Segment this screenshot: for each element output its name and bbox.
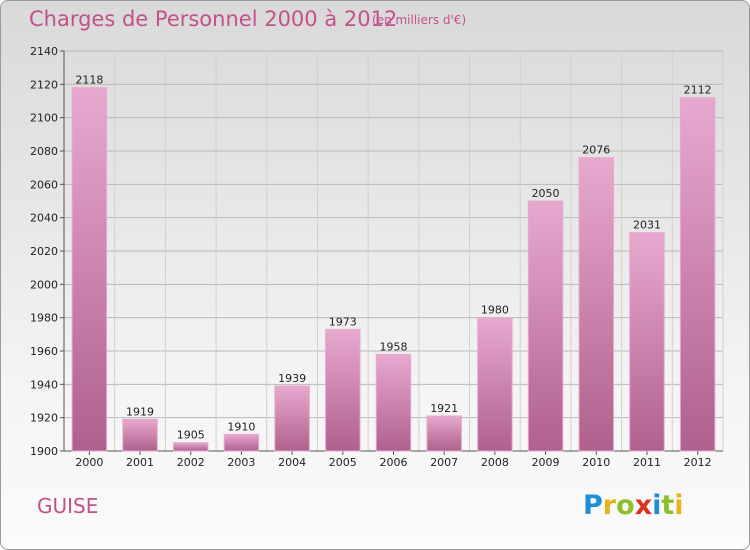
bar-2001 <box>122 418 158 452</box>
bar-2007 <box>426 415 462 452</box>
y-tick-label: 1920 <box>30 412 58 425</box>
y-tick-label: 1900 <box>30 445 58 458</box>
bar-2002 <box>172 442 209 452</box>
y-tick-label: 2100 <box>30 112 58 125</box>
value-label: 1958 <box>380 340 408 353</box>
y-tick-label: 1960 <box>30 345 58 358</box>
value-label: 1980 <box>481 304 509 317</box>
chart-title: Charges de Personnel 2000 à 2012 <box>29 7 398 31</box>
value-label: 1910 <box>227 420 255 433</box>
x-tick-label: 2002 <box>177 456 205 469</box>
value-label: 1973 <box>329 315 357 328</box>
x-tick-label: 2008 <box>481 456 509 469</box>
x-tick-label: 2003 <box>227 456 255 469</box>
bar-2005 <box>325 328 361 452</box>
x-tick-label: 2011 <box>633 456 661 469</box>
x-tick-label: 2010 <box>582 456 610 469</box>
logo-letter: i <box>652 490 662 521</box>
logo-letter: P <box>583 490 603 521</box>
logo-letter: i <box>674 490 684 521</box>
logo-letter: t <box>661 490 675 521</box>
value-label: 2076 <box>582 144 610 157</box>
value-label: 1905 <box>177 429 205 442</box>
y-tick-label: 1940 <box>30 378 58 391</box>
x-tick-label: 2005 <box>329 456 357 469</box>
value-label: 1939 <box>278 372 306 385</box>
logo-letter: r <box>602 490 617 521</box>
logo-letter: x <box>634 490 653 521</box>
logo-letter: o <box>616 490 635 521</box>
value-label: 2112 <box>684 84 712 97</box>
chart-subtitle: (en milliers d'€) <box>372 13 467 27</box>
x-tick-label: 2000 <box>75 456 103 469</box>
value-label: 1921 <box>430 402 458 415</box>
y-tick-label: 2080 <box>30 145 58 158</box>
y-tick-label: 2040 <box>30 212 58 225</box>
y-tick-label: 2020 <box>30 245 58 258</box>
bar-2008 <box>477 317 513 452</box>
x-tick-label: 2001 <box>126 456 154 469</box>
y-tick-label: 2140 <box>30 45 58 58</box>
bar-2004 <box>274 385 310 452</box>
bar-2006 <box>375 353 412 452</box>
bar-2011 <box>629 232 665 452</box>
y-tick-label: 2000 <box>30 278 58 291</box>
x-tick-label: 2004 <box>278 456 306 469</box>
value-label: 2031 <box>633 219 661 232</box>
commune-name: GUISE <box>37 494 99 518</box>
bar-2009 <box>527 200 564 452</box>
x-tick-label: 2007 <box>430 456 458 469</box>
bar-2000 <box>71 87 108 452</box>
x-tick-label: 2006 <box>380 456 408 469</box>
y-tick-label: 1980 <box>30 312 58 325</box>
y-tick-label: 2060 <box>30 178 58 191</box>
bar-2003 <box>223 433 260 452</box>
value-label: 1919 <box>126 405 154 418</box>
proxiti-logo: Proxiti <box>583 490 684 521</box>
bar-2010 <box>578 157 615 452</box>
bar-2012 <box>679 97 716 452</box>
x-tick-label: 2009 <box>532 456 560 469</box>
value-label: 2118 <box>75 74 103 87</box>
value-label: 2050 <box>532 187 560 200</box>
y-tick-label: 2120 <box>30 78 58 91</box>
x-tick-label: 2012 <box>684 456 712 469</box>
